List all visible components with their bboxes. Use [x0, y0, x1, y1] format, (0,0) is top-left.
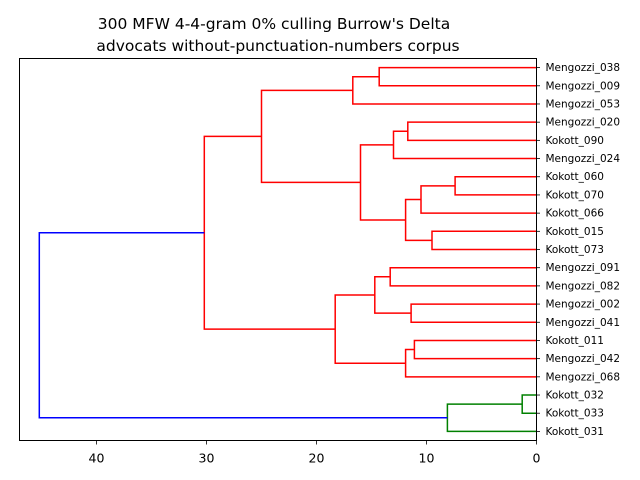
- leaf-label: Mengozzi_042: [546, 353, 621, 365]
- x-tick-label: 20: [309, 451, 325, 466]
- leaf-label: Kokott_090: [546, 135, 604, 147]
- leaf-label: Kokott_015: [546, 226, 604, 238]
- leaf-label: Mengozzi_002: [546, 299, 621, 311]
- x-tick-label: 0: [533, 451, 541, 466]
- leaf-label: Mengozzi_041: [546, 317, 621, 329]
- dendrogram-link-n8: [404, 198, 432, 242]
- leaf-label: Kokott_011: [546, 335, 604, 347]
- x-tick-label: 40: [89, 451, 105, 466]
- leaf-label: Kokott_070: [546, 189, 604, 201]
- dendrogram-link-n20: [38, 231, 448, 419]
- leaf-label: Mengozzi_038: [546, 62, 621, 74]
- leaf-label: Kokott_073: [546, 244, 604, 256]
- leaf-label: Kokott_033: [546, 408, 604, 420]
- leaf-label: Kokott_060: [546, 171, 604, 183]
- leaf-label: Mengozzi_009: [546, 80, 621, 92]
- dendrogram-link-n12: [410, 303, 537, 324]
- leaf-label: Mengozzi_024: [546, 153, 621, 165]
- dendrogram-link-n10: [260, 89, 361, 184]
- dendrogram-link-n13: [374, 276, 412, 314]
- leaf-label: Mengozzi_068: [546, 371, 621, 383]
- dendrogram-link-n7: [431, 230, 537, 251]
- dendrogram-link-n15: [404, 348, 537, 378]
- leaf-labels: Mengozzi_038 Mengozzi_009 Mengozzi_053 Meng…: [536, 62, 621, 438]
- dendrogram-link-n6: [420, 185, 537, 214]
- dendrogram-link-n17: [203, 135, 336, 330]
- leaf-label: Mengozzi_053: [546, 98, 621, 110]
- leaf-label: Kokott_066: [546, 208, 605, 220]
- dendrogram-link-n14: [413, 339, 537, 360]
- x-axis: 40 30 20 10 0: [89, 440, 541, 466]
- leaf-label: Kokott_031: [546, 426, 604, 438]
- dendrogram-links: [38, 66, 537, 433]
- dendrogram-link-n1: [378, 66, 537, 87]
- chart-title-line-2: advocats without-punctuation-numbers cor…: [96, 37, 459, 55]
- leaf-label: Mengozzi_091: [546, 262, 621, 274]
- dendrogram-link-n16: [334, 294, 406, 364]
- dendrogram-link-n5: [454, 175, 537, 196]
- dendrogram-link-n4: [392, 130, 537, 160]
- leaf-label: Kokott_032: [546, 390, 604, 402]
- leaf-label: Mengozzi_082: [546, 280, 621, 292]
- x-tick-label: 10: [419, 451, 435, 466]
- dendrogram-link-n3: [407, 121, 537, 142]
- dendrogram-link-n18: [521, 394, 537, 414]
- chart-title-line-1: 300 MFW 4-4-gram 0% culling Burrow's Del…: [98, 15, 450, 33]
- dendrogram-link-n19: [446, 403, 537, 433]
- x-tick-label: 30: [199, 451, 215, 466]
- dendrogram-link-n11: [389, 266, 537, 287]
- leaf-label: Mengozzi_020: [546, 117, 621, 129]
- dendrogram-link-n2: [352, 75, 537, 105]
- dendrogram-link-n9: [359, 144, 406, 221]
